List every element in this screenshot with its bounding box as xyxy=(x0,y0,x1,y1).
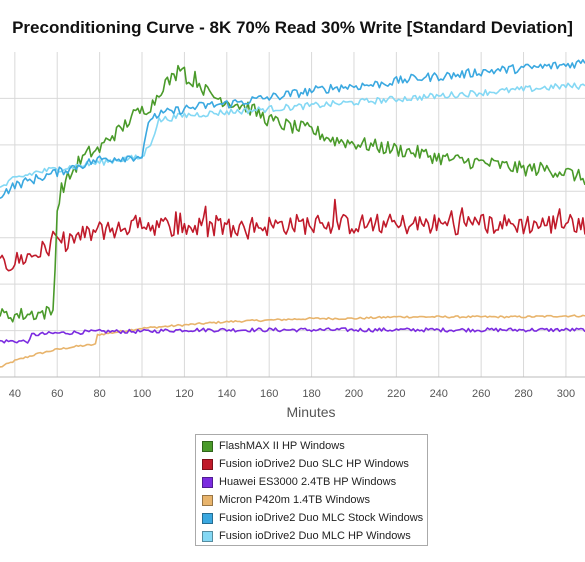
plot-background xyxy=(0,52,585,377)
line-chart: 40 60 80 100 120 140 160 180 200 220 240 260 280 300 … xyxy=(0,52,585,420)
x-tick-label: 120 xyxy=(175,388,193,400)
legend-item: FlashMAX II HP Windows xyxy=(196,437,427,455)
legend-item: Huawei ES3000 2.4TB HP Windows xyxy=(196,473,427,491)
legend: FlashMAX II HP Windows Fusion ioDrive2 Du… xyxy=(195,434,428,546)
x-tick-label: 100 xyxy=(133,388,151,400)
x-tick-label: 60 xyxy=(51,388,63,400)
series-line xyxy=(0,327,585,344)
legend-swatch xyxy=(202,530,213,542)
x-tick-labels: 40 60 80 100 120 140 160 180 200 220 240 260 280 300 xyxy=(9,388,575,400)
x-tick-label: 300 xyxy=(557,388,575,400)
legend-swatch xyxy=(202,476,213,488)
series-line xyxy=(0,59,585,199)
x-tick-label: 160 xyxy=(260,388,278,400)
legend-item: Fusion ioDrive2 Duo SLC HP Windows xyxy=(196,455,427,473)
legend-swatch xyxy=(202,512,213,524)
legend-label: Fusion ioDrive2 Duo MLC Stock Windows xyxy=(219,512,424,524)
legend-swatch xyxy=(202,440,213,452)
x-tick-label: 260 xyxy=(472,388,490,400)
legend-label: FlashMAX II HP Windows xyxy=(219,440,345,452)
x-tick-label: 140 xyxy=(218,388,236,400)
legend-item: Micron P420m 1.4TB Windows xyxy=(196,491,427,509)
series-line xyxy=(0,314,585,368)
x-axis-title: Minutes xyxy=(286,404,335,420)
x-tick-label: 200 xyxy=(345,388,363,400)
legend-label: Fusion ioDrive2 Duo MLC HP Windows xyxy=(219,530,411,542)
legend-label: Micron P420m 1.4TB Windows xyxy=(219,494,370,506)
legend-swatch xyxy=(202,458,213,470)
legend-label: Fusion ioDrive2 Duo SLC HP Windows xyxy=(219,458,409,470)
chart-title: Preconditioning Curve - 8K 70% Read 30% … xyxy=(12,18,573,37)
x-tick-label: 180 xyxy=(302,388,320,400)
series-line xyxy=(0,64,585,323)
legend-item: Fusion ioDrive2 Duo MLC HP Windows xyxy=(196,527,427,545)
series-line xyxy=(0,198,585,272)
series-line xyxy=(0,82,585,188)
legend-swatch xyxy=(202,494,213,506)
x-tick-label: 80 xyxy=(93,388,105,400)
series-lines xyxy=(0,59,585,368)
x-tick-label: 240 xyxy=(430,388,448,400)
legend-label: Huawei ES3000 2.4TB HP Windows xyxy=(219,476,397,488)
x-tick-label: 220 xyxy=(387,388,405,400)
x-tick-label: 280 xyxy=(514,388,532,400)
legend-item: Fusion ioDrive2 Duo MLC Stock Windows xyxy=(196,509,427,527)
x-tick-label: 40 xyxy=(9,388,21,400)
